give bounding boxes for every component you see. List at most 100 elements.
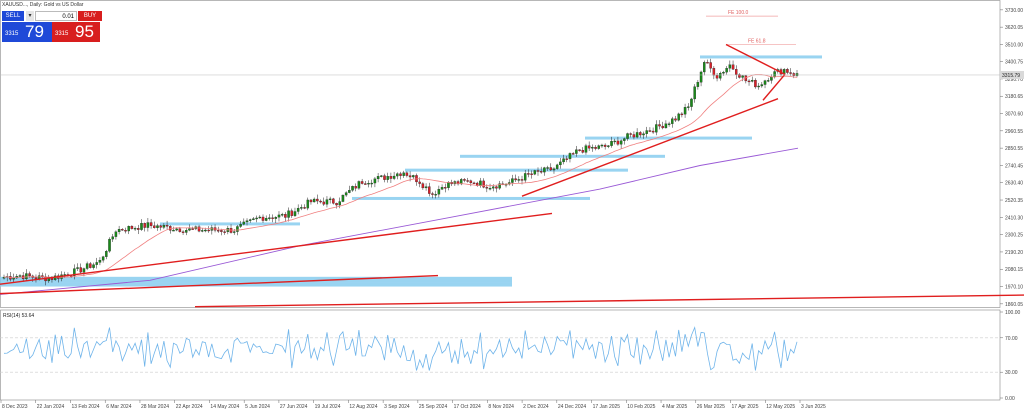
candle-body [111, 236, 114, 240]
sell-price-box[interactable]: 3315 79 [2, 22, 52, 42]
candle-body [255, 217, 258, 220]
candle-body [25, 273, 28, 280]
candle-body [424, 186, 428, 189]
candle-body [392, 175, 396, 179]
candle-body [204, 229, 207, 232]
date-tick-label: 17 Oct 2024 [454, 404, 481, 410]
candle-body [613, 140, 616, 143]
candle-body [437, 189, 441, 195]
price-tick-label: 2080.15 [1005, 267, 1023, 273]
price-tick-label: 2410.30 [1005, 215, 1023, 221]
candle-body [405, 172, 409, 176]
candle-body [690, 98, 693, 107]
sell-price-big: 79 [25, 22, 44, 41]
candle-body [335, 203, 338, 206]
support-resistance-zone [352, 196, 590, 200]
candle-body [316, 198, 319, 202]
candle-body [421, 183, 425, 189]
candle-body [108, 238, 111, 252]
price-tick-label: 2850.55 [1005, 146, 1023, 152]
candle-body [431, 193, 434, 195]
candles-group [2, 58, 799, 286]
sell-button[interactable]: SELL [2, 11, 24, 21]
candle-body [156, 225, 159, 228]
buy-price-big: 95 [75, 22, 94, 41]
price-tick-label: 3400.75 [1005, 60, 1023, 66]
candle-body [444, 187, 447, 189]
candle-body [786, 69, 789, 73]
candle-body [172, 229, 175, 232]
candle-body [728, 64, 732, 69]
lot-size-input[interactable]: 0.01 [35, 11, 77, 21]
candle-body [124, 230, 127, 232]
rsi-pane-border [0, 309, 1001, 401]
date-tick-label: 17 Apr 2025 [732, 404, 759, 410]
candle-body [456, 181, 460, 185]
chevron-down-icon[interactable]: ▾ [26, 11, 34, 21]
candle-body [127, 225, 130, 232]
price-tick-label: 3070.60 [1005, 112, 1023, 118]
candle-body [105, 251, 108, 257]
candle-body [766, 80, 770, 82]
candle-body [252, 218, 255, 220]
price-tick-label: 3510.00 [1005, 42, 1023, 48]
date-tick-label: 10 Feb 2025 [627, 404, 655, 410]
candle-body [261, 216, 265, 221]
main-pane-border [0, 0, 1001, 308]
candle-body [354, 186, 357, 189]
candle-body [741, 75, 744, 78]
candle-body [220, 230, 223, 232]
candle-body [623, 138, 626, 141]
candle-body [248, 219, 252, 221]
candle-body [594, 146, 597, 149]
rsi-tick-label: 70.00 [1005, 336, 1018, 342]
candle-body [597, 145, 601, 149]
date-tick-label: 14 May 2024 [210, 404, 239, 410]
chart-title: XAUUSD..., Daily: Gold vs US Dollar [2, 2, 84, 8]
candle-body [82, 268, 86, 273]
support-resistance-zone [460, 154, 665, 158]
candle-body [635, 132, 639, 138]
fast-moving-average-line [3, 74, 798, 279]
candle-body [789, 72, 792, 74]
candle-body [380, 175, 383, 177]
candle-body [715, 75, 719, 79]
candle-body [293, 211, 297, 216]
candle-body [664, 123, 668, 129]
candle-body [98, 260, 102, 263]
candle-body [428, 186, 431, 194]
candle-body [408, 175, 412, 178]
candle-body [655, 124, 658, 133]
price-tick-label: 1970.10 [1005, 285, 1023, 291]
support-resistance-zone [160, 222, 300, 226]
trend-line [0, 212, 553, 285]
candle-body [731, 64, 735, 70]
candle-body [514, 178, 517, 181]
candle-body [146, 222, 150, 228]
candle-body [402, 172, 405, 176]
candle-body [626, 133, 629, 139]
buy-price-box[interactable]: 3315 95 [52, 22, 100, 42]
candle-body [258, 216, 262, 219]
candle-body [386, 176, 389, 180]
candle-body [565, 158, 569, 160]
candle-body [76, 267, 79, 269]
date-tick-label: 17 Jan 2025 [593, 404, 621, 410]
candle-body [360, 181, 364, 184]
candle-body [482, 180, 485, 188]
candle-body [12, 277, 15, 280]
candle-body [303, 207, 306, 209]
buy-button[interactable]: BUY [78, 11, 102, 21]
candle-body [389, 176, 393, 179]
candle-body [696, 82, 700, 87]
candle-body [79, 267, 82, 273]
candle-body [396, 173, 399, 177]
candle-body [117, 229, 121, 233]
rsi-line [3, 326, 798, 371]
candle-body [555, 164, 559, 169]
candle-body [642, 133, 645, 136]
candle-body [89, 263, 92, 268]
candle-body [709, 62, 712, 69]
candle-body [639, 132, 642, 136]
